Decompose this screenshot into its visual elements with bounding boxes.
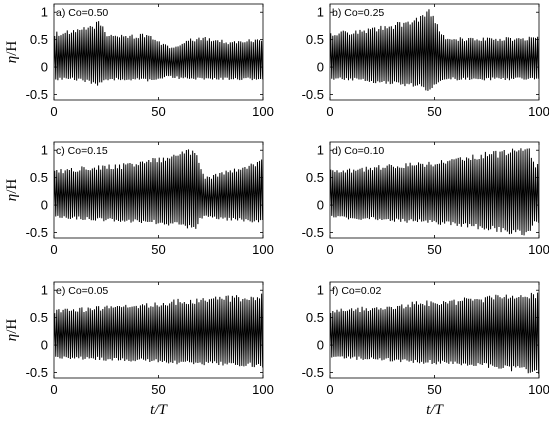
x-tick-label-a-1: 50 <box>151 104 165 119</box>
x-tick-label-e-1: 50 <box>151 382 165 397</box>
x-tick-label-d-2: 100 <box>528 242 549 257</box>
series-line-a <box>54 21 263 86</box>
y-tick-label-c-0: -0.5 <box>26 225 48 240</box>
y-tick-label-e-1: 0 <box>41 338 48 353</box>
series-line-b <box>330 9 539 91</box>
panel-annotation-e: e) Co=0.05 <box>56 285 108 297</box>
y-tick-label-a-0: -0.5 <box>26 87 48 102</box>
panel-f: 0 50 100-0.500.51 f) Co=0.02t/T <box>302 281 549 418</box>
y-tick-label-d-1: 0 <box>317 198 324 213</box>
series-line-f <box>330 292 539 375</box>
y-tick-label-c-3: 1 <box>41 143 48 158</box>
x-tick-label-f-0: 0 <box>326 382 333 397</box>
panel-annotation-f: f) Co=0.02 <box>332 285 381 297</box>
series-line-e <box>54 293 263 368</box>
y-tick-label-f-2: 0.5 <box>306 310 324 325</box>
y-axis-label-e: η/H <box>4 319 20 342</box>
panel-annotation-c: c) Co=0.15 <box>56 145 108 157</box>
x-tick-label-f-1: 50 <box>427 382 441 397</box>
x-tick-label-b-1: 50 <box>427 104 441 119</box>
x-tick-label-c-2: 100 <box>252 242 274 257</box>
x-tick-label-d-0: 0 <box>326 242 333 257</box>
x-tick-label-c-1: 50 <box>151 242 165 257</box>
y-tick-label-e-0: -0.5 <box>26 365 48 380</box>
x-tick-label-a-0: 0 <box>50 104 57 119</box>
panel-a: 0 50 100-0.500.51 a) Co=0.50η/H <box>4 3 274 119</box>
panel-e: 0 50 100-0.500.51 e) Co=0.05η/Ht/T <box>4 281 274 418</box>
x-axis-label-f: t/T <box>426 402 444 418</box>
panel-c: 0 50 100-0.500.51 c) Co=0.15η/H <box>4 141 274 257</box>
y-tick-label-e-3: 1 <box>41 283 48 298</box>
x-tick-label-d-1: 50 <box>427 242 441 257</box>
y-tick-label-f-3: 1 <box>317 283 324 298</box>
x-tick-label-b-2: 100 <box>528 104 549 119</box>
y-tick-label-a-1: 0 <box>41 60 48 75</box>
panel-annotation-b: b) Co=0.25 <box>332 7 384 19</box>
x-tick-label-f-2: 100 <box>528 382 549 397</box>
y-tick-label-a-3: 1 <box>41 5 48 20</box>
x-tick-label-e-0: 0 <box>50 382 57 397</box>
y-tick-label-b-3: 1 <box>317 5 324 20</box>
x-axis-label-e: t/T <box>150 402 168 418</box>
x-tick-label-e-2: 100 <box>252 382 274 397</box>
y-tick-label-c-1: 0 <box>41 198 48 213</box>
y-tick-label-b-2: 0.5 <box>306 32 324 47</box>
y-tick-label-d-2: 0.5 <box>306 170 324 185</box>
y-axis-label-a: η/H <box>4 41 20 64</box>
series-line-c <box>54 149 263 229</box>
x-tick-label-b-0: 0 <box>326 104 333 119</box>
y-tick-label-b-0: -0.5 <box>302 87 324 102</box>
panel-d: 0 50 100-0.500.51 d) Co=0.10 <box>302 141 549 257</box>
y-tick-label-d-0: -0.5 <box>302 225 324 240</box>
panel-annotation-d: d) Co=0.10 <box>332 145 384 157</box>
series-line-d <box>330 148 539 236</box>
panel-b: 0 50 100-0.500.51 b) Co=0.25 <box>302 3 549 119</box>
x-tick-label-c-0: 0 <box>50 242 57 257</box>
y-tick-label-d-3: 1 <box>317 143 324 158</box>
y-tick-label-f-0: -0.5 <box>302 365 324 380</box>
y-tick-label-e-2: 0.5 <box>30 310 48 325</box>
y-axis-label-c: η/H <box>4 179 20 202</box>
y-tick-label-f-1: 0 <box>317 338 324 353</box>
y-tick-label-b-1: 0 <box>317 60 324 75</box>
panel-annotation-a: a) Co=0.50 <box>56 7 108 19</box>
y-tick-label-c-2: 0.5 <box>30 170 48 185</box>
x-tick-label-a-2: 100 <box>252 104 274 119</box>
y-tick-label-a-2: 0.5 <box>30 32 48 47</box>
